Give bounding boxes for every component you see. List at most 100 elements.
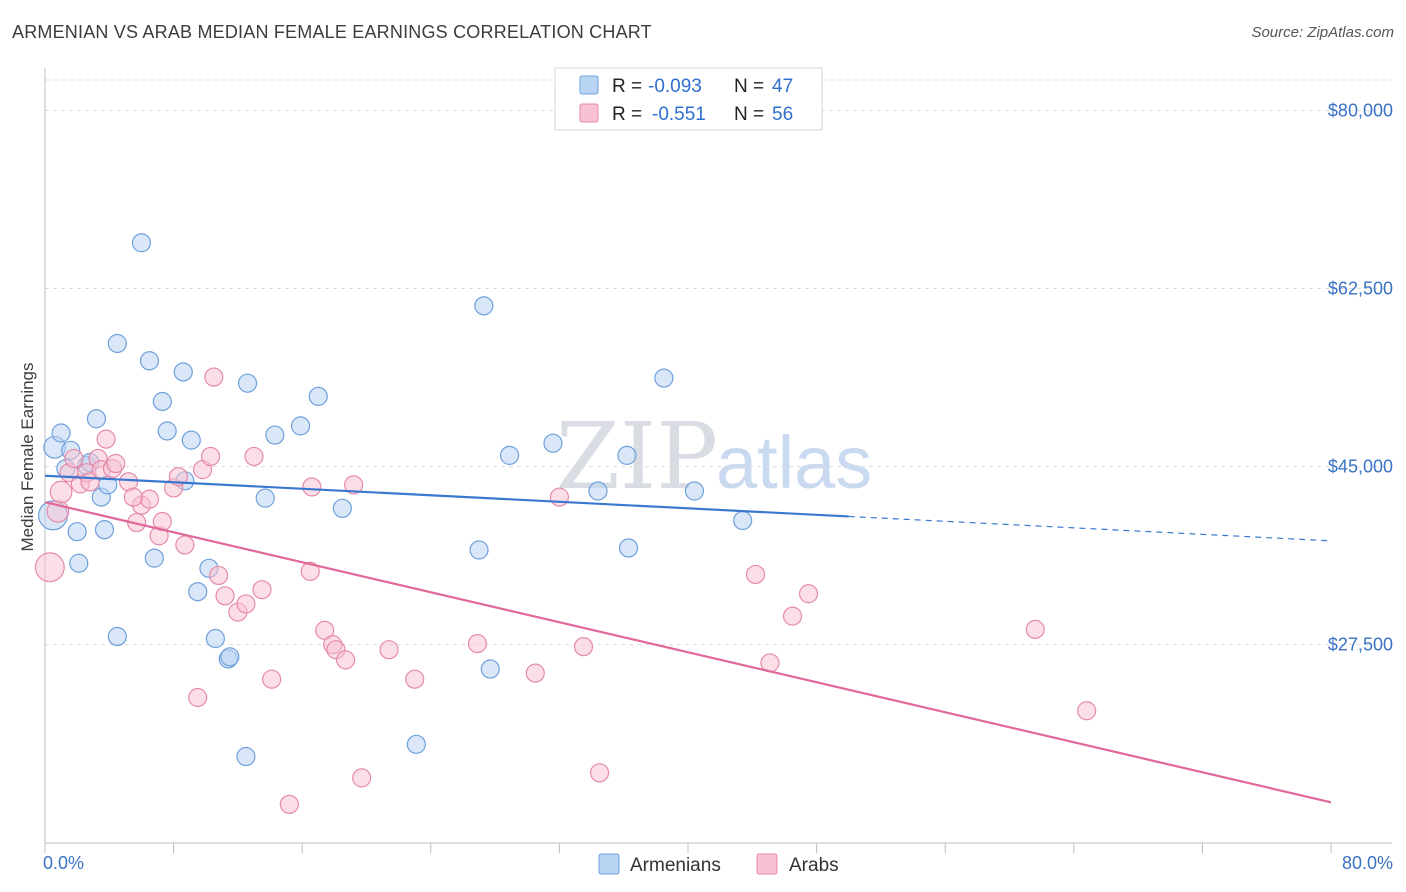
armenian-point: [332, 498, 352, 518]
legend-n-label-armenians: N =: [734, 76, 764, 97]
source-credit: Source: ZipAtlas.com: [1251, 24, 1394, 41]
arab-point: [467, 634, 488, 654]
armenian-point: [618, 538, 639, 558]
bottom-legend-label-arabs: Arabs: [789, 855, 839, 876]
arab-point: [34, 552, 65, 583]
y-axis-label: Median Female Earnings: [18, 363, 37, 552]
arab-point: [204, 367, 224, 387]
arab-point: [215, 586, 235, 606]
armenian-trend-line: [44, 474, 849, 518]
y-tick-label: $27,500: [1328, 635, 1393, 655]
armenian-point: [157, 421, 177, 441]
arab-point: [549, 487, 570, 507]
legend-r-label-armenians: R =: [612, 76, 642, 97]
arab-point: [209, 565, 229, 586]
y-tick-label: $80,000: [1328, 101, 1393, 121]
watermark-atlas: atlas: [716, 421, 872, 504]
arab-point: [336, 650, 356, 670]
correlation-legend: R = -0.093 N = 47 R = -0.551 N = 56: [554, 67, 823, 131]
armenian-point: [543, 433, 563, 453]
armenian-point: [51, 423, 71, 443]
arab-point: [123, 487, 144, 507]
armenian-point: [588, 481, 608, 501]
armenian-point: [220, 647, 240, 667]
arab-point: [139, 489, 160, 509]
armenian-point: [265, 425, 285, 445]
arab-point: [252, 580, 272, 600]
armenian-point: [469, 540, 489, 560]
legend-r-label-arabs: R =: [612, 104, 642, 125]
legend-swatch-armenians: [579, 75, 599, 95]
arab-point: [1077, 701, 1097, 721]
x-tick-label-max: 80.0%: [1342, 853, 1393, 873]
arab-point: [589, 763, 610, 783]
data-points: [34, 233, 1097, 814]
series-legend: Armenians Arabs: [598, 853, 839, 876]
arab-point: [379, 640, 399, 660]
trend-lines: [44, 474, 1332, 804]
armenian-point: [173, 362, 193, 382]
bottom-legend-swatch-armenians: [598, 853, 620, 875]
arab-point: [525, 663, 545, 683]
armenian-point: [188, 582, 208, 602]
armenian-point: [290, 416, 311, 436]
armenian-point: [480, 659, 500, 679]
y-tick-label: $62,500: [1328, 279, 1393, 299]
armenian-point: [617, 445, 637, 465]
arab-point: [352, 768, 372, 788]
arab-point: [175, 535, 195, 555]
x-tick-label-min: 0.0%: [43, 853, 84, 873]
armenian-point: [139, 351, 160, 371]
arab-point: [279, 794, 299, 814]
arab-point: [236, 594, 256, 614]
armenian-point: [499, 445, 520, 465]
arab-point: [244, 446, 264, 467]
arab-point: [96, 429, 116, 449]
armenian-point: [107, 333, 127, 354]
armenian-point: [107, 626, 127, 647]
y-tick-label: $45,000: [1328, 457, 1393, 477]
legend-box: [554, 67, 823, 131]
arab-trend-line: [44, 501, 1332, 804]
armenian-point: [733, 510, 753, 531]
bottom-legend-swatch-arabs: [756, 853, 778, 875]
armenian-point: [237, 373, 258, 393]
arab-point: [106, 453, 126, 474]
armenian-point: [308, 386, 328, 406]
armenian-point: [181, 430, 201, 450]
arab-point: [188, 687, 208, 708]
armenian-point: [69, 553, 89, 573]
armenian-point: [406, 734, 426, 754]
armenian-point: [94, 520, 115, 540]
legend-n-label-arabs: N =: [734, 104, 764, 125]
legend-r-value-arabs: -0.551: [652, 104, 706, 125]
arab-point: [300, 561, 320, 581]
armenian-trend-line-extension: [848, 515, 1332, 542]
armenian-point: [684, 481, 705, 501]
arab-point: [200, 446, 221, 467]
armenian-point: [152, 391, 172, 412]
arab-point: [302, 477, 322, 497]
armenian-point: [131, 233, 152, 253]
arab-point: [64, 448, 84, 469]
armenian-point: [654, 368, 674, 388]
grid-lines: [45, 79, 1392, 646]
bottom-legend-label-armenians: Armenians: [630, 855, 721, 876]
armenian-point: [144, 548, 164, 568]
legend-n-value-arabs: 56: [772, 104, 793, 125]
axes: $80,000 $62,500 $45,000 $27,500 0.0% 80.0%: [43, 68, 1393, 873]
arab-point: [573, 637, 594, 657]
armenian-point: [236, 746, 256, 767]
armenian-point: [474, 296, 494, 316]
legend-n-value-armenians: 47: [772, 76, 793, 97]
armenian-point: [86, 409, 107, 429]
arab-point: [262, 669, 282, 689]
arab-point: [745, 564, 766, 585]
arab-point: [405, 669, 425, 689]
arab-point: [1025, 619, 1045, 639]
chart-title: ARMENIAN VS ARAB MEDIAN FEMALE EARNINGS …: [12, 22, 652, 42]
legend-swatch-arabs: [579, 103, 599, 123]
legend-r-value-armenians: -0.093: [648, 76, 702, 97]
arab-point: [782, 606, 803, 626]
